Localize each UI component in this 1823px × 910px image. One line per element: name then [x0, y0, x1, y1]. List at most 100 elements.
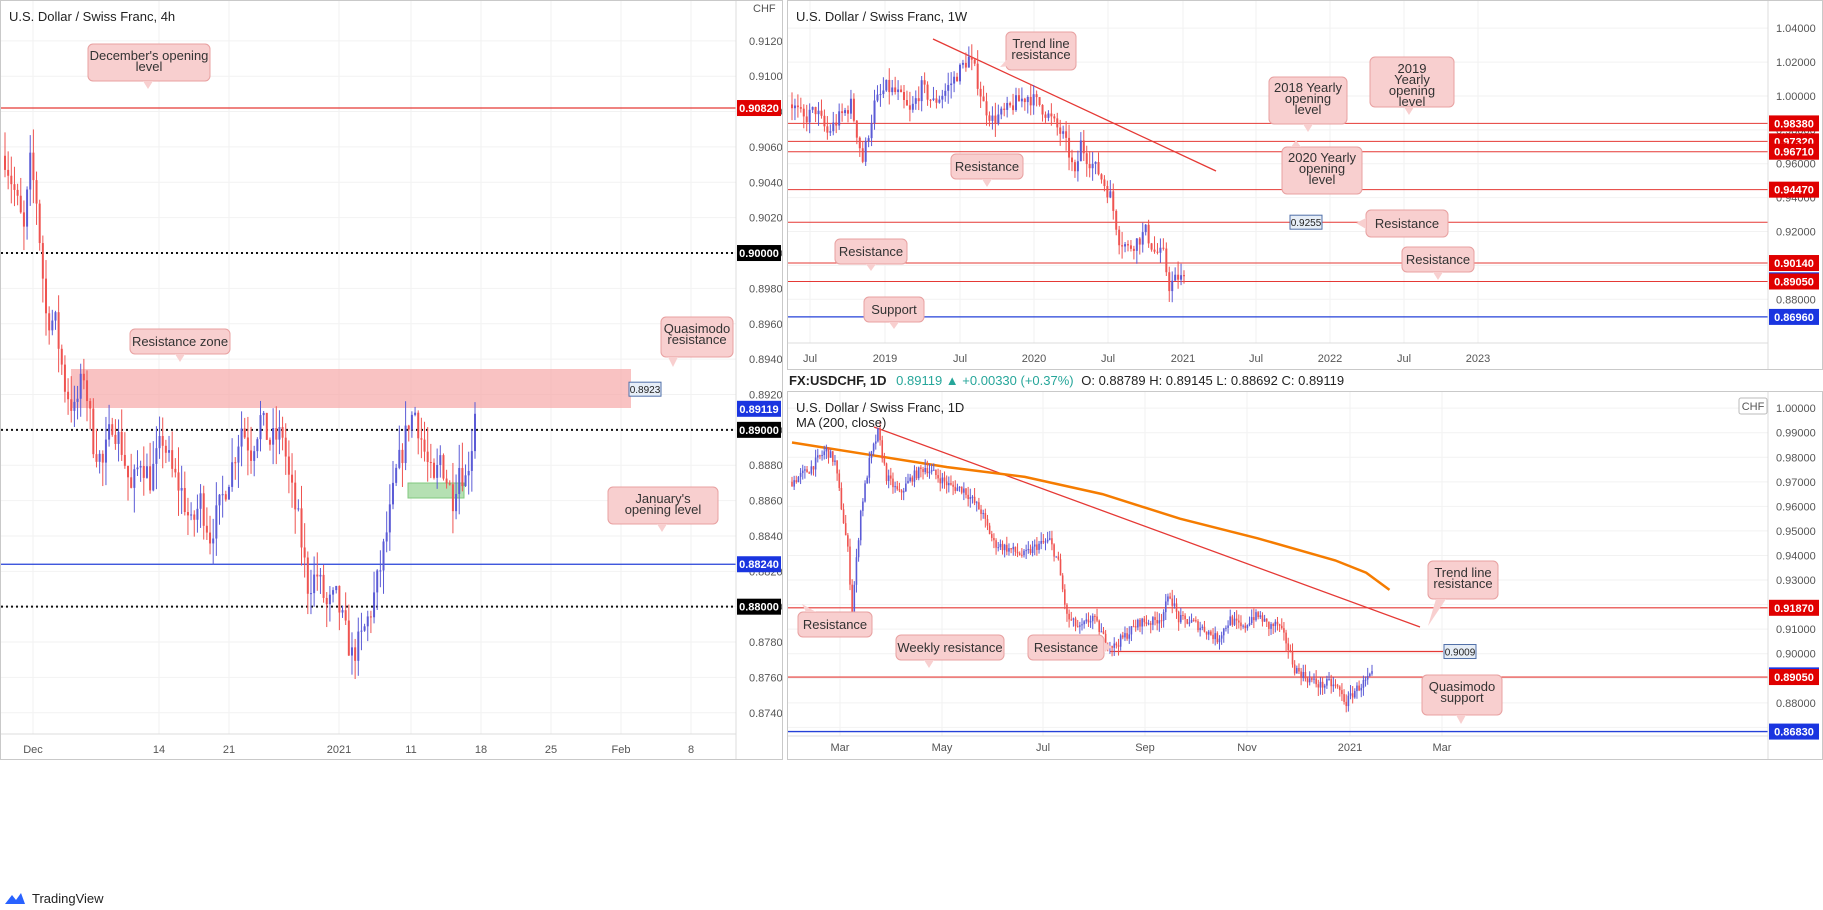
- price-change: +0.00330 (+0.37%): [962, 373, 1074, 388]
- candle: [259, 415, 262, 440]
- candle: [379, 570, 382, 572]
- candle: [1195, 620, 1197, 622]
- candle: [218, 494, 221, 506]
- callout-trend-line-resistance: Trend line resistance: [1427, 560, 1499, 626]
- panel-daily-chart[interactable]: 1.00000 0.99000 0.98000 0.97000 0.96000 0.950…: [787, 391, 1823, 760]
- candle: [838, 473, 841, 488]
- candle: [171, 450, 174, 469]
- candle: [808, 109, 811, 123]
- candle: [328, 594, 331, 605]
- candle: [1188, 622, 1191, 624]
- candle: [297, 508, 300, 510]
- candle: [123, 454, 126, 466]
- callout-weekly-text: Weekly resistance: [897, 640, 1002, 655]
- candle: [1031, 546, 1034, 554]
- price-tag-label: 0.94470: [1774, 185, 1814, 197]
- candle: [823, 451, 826, 456]
- callout-res4-text: Resistance: [1406, 252, 1470, 267]
- candle: [887, 475, 890, 481]
- candle: [464, 475, 467, 487]
- y-tick-label: 0.94000: [1776, 550, 1816, 562]
- price-tag: [1769, 308, 1819, 325]
- currency-badge[interactable]: [1738, 397, 1768, 415]
- y-tick-label: 0.91000: [749, 71, 783, 83]
- candle: [265, 412, 268, 440]
- candle: [953, 76, 956, 84]
- candle: [978, 502, 980, 510]
- candle: [398, 449, 401, 468]
- candle: [1343, 694, 1345, 702]
- candle: [1020, 98, 1023, 102]
- candle: [799, 473, 802, 477]
- price-tag: [1769, 115, 1819, 132]
- candle: [1283, 628, 1285, 633]
- candle: [325, 597, 328, 605]
- y-tick-label: 0.97000: [1776, 477, 1816, 489]
- candle: [1096, 616, 1098, 621]
- candle: [819, 455, 821, 457]
- panel-4h-chart[interactable]: 0.912000.910000.908000.906000.904000.902…: [0, 0, 783, 760]
- candle: [1068, 137, 1071, 158]
- candle: [133, 469, 136, 488]
- candle: [1059, 559, 1062, 576]
- candle: [458, 467, 461, 495]
- brand-footer[interactable]: TradingView: [4, 888, 104, 908]
- candle: [954, 486, 957, 491]
- panel-weekly-chart[interactable]: 1.040001.020001.000000.980000.960000.940…: [787, 0, 1823, 370]
- candle: [1354, 691, 1356, 698]
- candle: [817, 110, 820, 115]
- candle: [1100, 631, 1103, 633]
- candle: [89, 401, 92, 409]
- candle: [54, 312, 57, 321]
- candle: [196, 508, 199, 520]
- price-tag: [1769, 255, 1819, 272]
- candle: [851, 584, 853, 612]
- candle: [1253, 617, 1255, 621]
- candle: [844, 110, 847, 114]
- callout-qm-support-text: Quasimodo support: [1429, 679, 1495, 705]
- price-tag: [1769, 143, 1819, 160]
- chart-weekly[interactable]: 1.040001.020001.000000.980000.960000.940…: [788, 1, 1823, 370]
- candle: [1182, 615, 1184, 617]
- candle: [969, 497, 972, 500]
- candle: [350, 647, 353, 656]
- candle: [1190, 619, 1193, 623]
- candle: [1023, 550, 1025, 556]
- callout-res3-text: Resistance: [839, 244, 903, 259]
- candle: [234, 462, 237, 464]
- candle: [420, 438, 423, 440]
- callout-res1-text: Resistance: [955, 159, 1019, 174]
- candle: [852, 98, 855, 121]
- candle: [1205, 631, 1208, 635]
- candle: [1144, 224, 1147, 233]
- candle: [1280, 625, 1283, 629]
- candle: [883, 458, 886, 464]
- candle: [1132, 626, 1135, 628]
- candle: [354, 647, 357, 661]
- candle: [1083, 621, 1085, 625]
- candle: [1207, 631, 1210, 635]
- candle: [907, 480, 909, 484]
- candle: [281, 427, 284, 438]
- x-axis-ticks: Jul 2019 Jul 2020 Jul 2021 Jul 2022 Jul 2023: [803, 353, 1490, 365]
- candle: [923, 80, 926, 85]
- candle: [221, 494, 224, 496]
- candle: [1115, 643, 1118, 646]
- candle: [470, 451, 473, 471]
- candle: [29, 152, 32, 190]
- candle: [1127, 244, 1129, 246]
- chart-4h[interactable]: 0.912000.910000.908000.906000.904000.902…: [1, 1, 783, 760]
- candle: [909, 477, 911, 481]
- candle: [1021, 554, 1023, 556]
- candle: [155, 448, 158, 464]
- candle: [1278, 624, 1281, 626]
- candle: [999, 543, 1002, 548]
- chart-daily[interactable]: 1.00000 0.99000 0.98000 0.97000 0.96000 0.950…: [788, 392, 1823, 760]
- candle: [928, 471, 931, 474]
- candle: [1351, 693, 1354, 698]
- candle: [1112, 191, 1115, 211]
- candle: [1276, 621, 1279, 625]
- candle: [316, 574, 319, 577]
- candle: [1091, 163, 1094, 169]
- candle: [867, 138, 870, 142]
